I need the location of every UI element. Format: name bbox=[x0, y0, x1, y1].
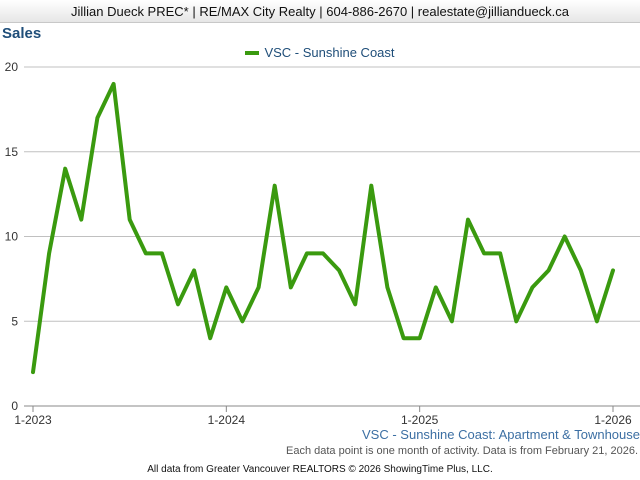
y-axis-ticks: 0 5 10 15 20 bbox=[5, 60, 19, 413]
y-tick-label: 5 bbox=[11, 314, 18, 328]
y-tick-label: 10 bbox=[5, 230, 19, 244]
grid-lines bbox=[24, 66, 640, 407]
chart-subtitle[interactable]: VSC - Sunshine Coast: Apartment & Townho… bbox=[362, 427, 640, 442]
y-tick-label: 0 bbox=[11, 399, 18, 413]
series-line-vsc-sunshine-coast bbox=[31, 81, 615, 375]
legend-swatch bbox=[245, 50, 260, 55]
header-bar: Jillian Dueck PREC* | RE/MAX City Realty… bbox=[0, 0, 640, 23]
chart-title: Sales bbox=[2, 25, 42, 42]
x-tick-label: 1-2026 bbox=[594, 413, 632, 427]
chart-legend[interactable]: VSC - Sunshine Coast bbox=[0, 45, 640, 60]
y-tick-label: 20 bbox=[5, 60, 19, 74]
header-text: Jillian Dueck PREC* | RE/MAX City Realty… bbox=[70, 3, 570, 19]
x-tick-label: 1-2025 bbox=[401, 413, 439, 427]
x-axis: 1-2023 1-2024 1-2025 1-2026 bbox=[14, 406, 632, 427]
x-tick-label: 1-2023 bbox=[14, 413, 52, 427]
copyright-footer: All data from Greater Vancouver REALTORS… bbox=[147, 464, 493, 475]
x-tick-label: 1-2024 bbox=[208, 413, 246, 427]
series-layer bbox=[31, 81, 615, 375]
data-note: Each data point is one month of activity… bbox=[286, 445, 638, 457]
legend-label: VSC - Sunshine Coast bbox=[264, 45, 395, 60]
y-tick-label: 15 bbox=[5, 145, 19, 159]
